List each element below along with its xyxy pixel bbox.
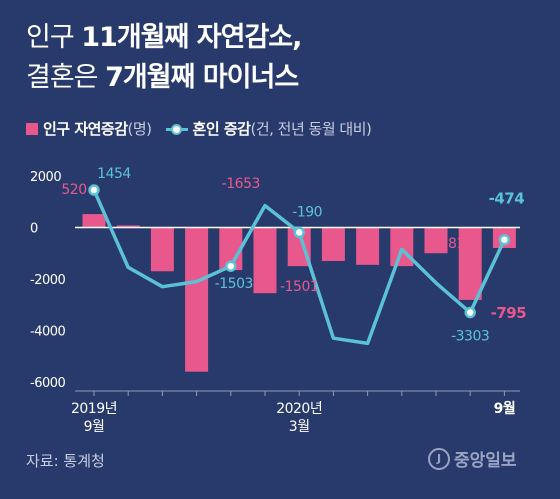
x-tick-label: 3월 — [289, 419, 310, 435]
publisher-logo: J 중앙일보 — [428, 446, 517, 471]
logo-mark-icon: J — [428, 447, 450, 470]
bar-data-label: -795 — [491, 304, 527, 322]
line-marker — [498, 233, 511, 246]
bar — [287, 227, 311, 267]
title-line-2: 결혼은 7개월째 마이너스 — [26, 62, 299, 93]
x-tick-label: 9월 — [84, 419, 105, 435]
bar — [424, 227, 448, 254]
bar-data-label: -1501 — [280, 279, 318, 295]
y-tick-label: -2000 — [30, 273, 66, 288]
line-marker — [225, 260, 237, 272]
x-tick-label: 9월 — [494, 400, 516, 417]
bar — [356, 227, 380, 265]
bar — [82, 214, 106, 228]
y-tick-label: -6000 — [30, 376, 66, 391]
bar — [458, 227, 482, 300]
bar-data-label: 520 — [61, 182, 86, 198]
logo-name: 중앙일보 — [454, 451, 517, 471]
bar — [390, 227, 414, 267]
chart-title: 인구 11개월째 자연감소, 결혼은 7개월째 마이너스 — [26, 18, 302, 98]
line-data-label: 1454 — [97, 166, 131, 182]
line-data-label: -3303 — [451, 329, 489, 345]
y-tick-label: 0 — [30, 222, 38, 237]
bar — [321, 227, 345, 261]
title-line-1: 인구 11개월째 자연감소, — [26, 22, 302, 53]
y-tick-label: 2000 — [30, 170, 61, 185]
bar — [253, 227, 277, 294]
line-data-label: -1503 — [215, 276, 253, 292]
line-marker — [293, 226, 305, 239]
bar-swatch-icon — [26, 122, 38, 135]
legend: 인구 자연증감 (명) 혼인 증감 (건, 전년 동월 대비) — [26, 118, 385, 139]
legend-item-line: 혼인 증감 (건, 전년 동월 대비) — [165, 118, 372, 139]
line-swatch-icon — [165, 123, 188, 135]
bar-data-label: -2812 — [435, 236, 473, 252]
bar — [116, 225, 140, 228]
x-tick-label: 2020년 — [276, 401, 322, 417]
line-data-label: -190 — [292, 204, 322, 220]
legend-item-bar: 인구 자연증감 (명) — [26, 118, 152, 139]
bar-data-label: -1653 — [222, 176, 260, 192]
bar — [185, 227, 209, 372]
line-marker — [88, 184, 100, 196]
y-tick-label: -4000 — [30, 325, 66, 340]
source-note: 자료: 통계청 — [26, 452, 105, 470]
line-marker — [464, 306, 476, 319]
bar — [150, 227, 174, 272]
x-tick-label: 2019년 — [71, 401, 117, 417]
line-data-label: -474 — [489, 190, 525, 208]
